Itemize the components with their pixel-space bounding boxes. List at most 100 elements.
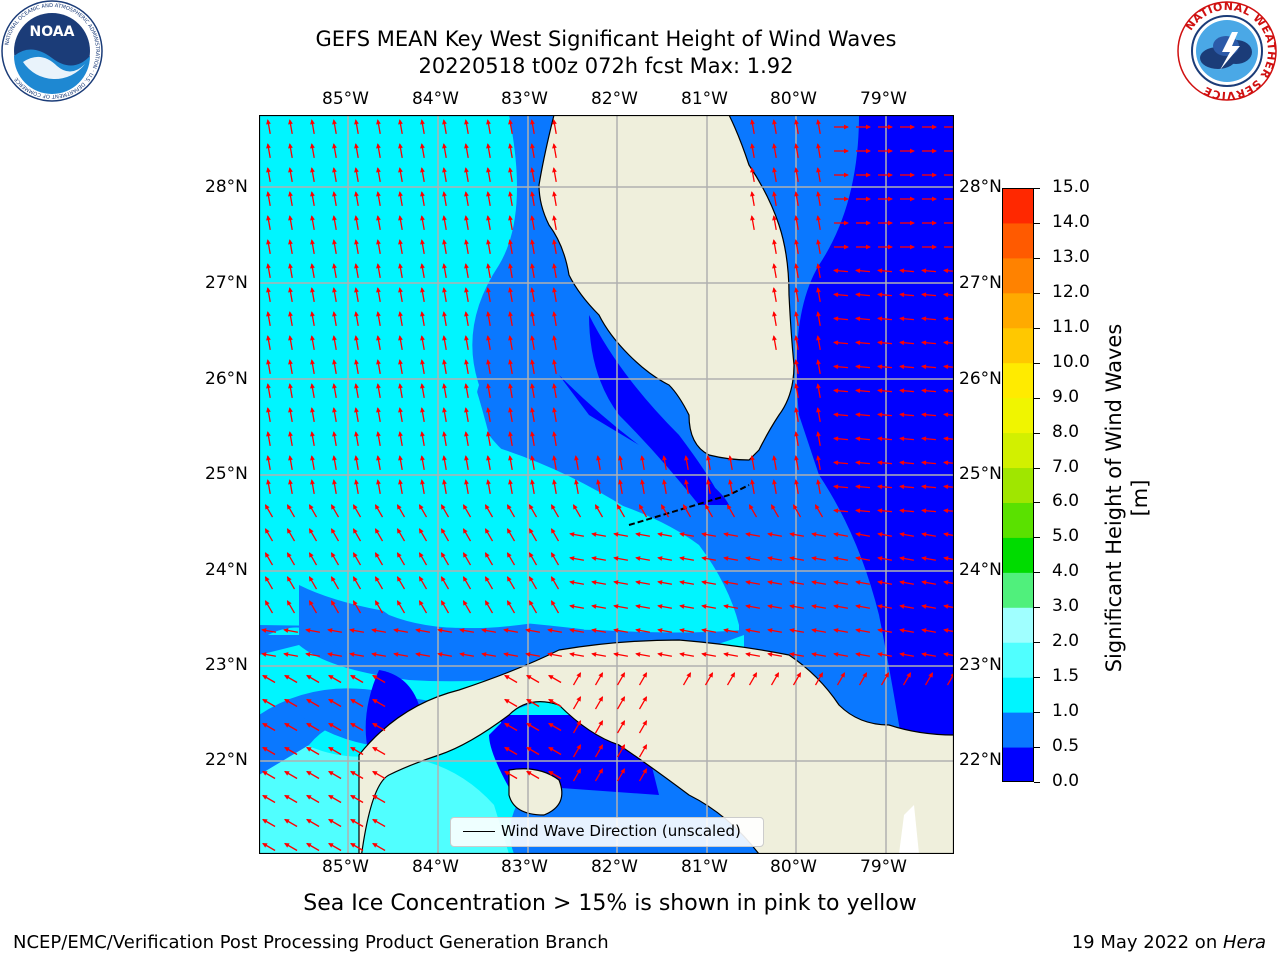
wave-direction-arrow	[657, 556, 673, 561]
wave-direction-arrow	[481, 628, 497, 633]
wave-direction-arrow	[332, 287, 337, 303]
wave-direction-arrow	[396, 504, 406, 518]
wave-direction-arrow	[944, 174, 954, 176]
wave-direction-arrow	[286, 600, 296, 614]
lon-label-bottom: 85°W	[322, 857, 369, 877]
wave-direction-arrow	[726, 672, 736, 686]
wave-direction-arrow	[924, 672, 934, 686]
colorbar-tick-label: 13.0	[1052, 246, 1090, 267]
wave-direction-arrow	[552, 191, 557, 207]
wave-direction-arrow	[855, 412, 871, 418]
colorbar-segment	[1002, 712, 1034, 748]
wave-direction-arrow	[374, 552, 384, 566]
lat-label-right: 23°N	[959, 655, 1002, 675]
wave-direction-arrow	[486, 335, 491, 351]
wave-direction-arrow	[552, 263, 557, 279]
wave-direction-arrow	[594, 504, 604, 518]
wave-direction-arrow	[943, 268, 954, 274]
wave-direction-arrow	[459, 628, 475, 633]
wave-direction-arrow	[594, 768, 604, 782]
wave-direction-arrow	[376, 311, 381, 327]
wave-direction-arrow	[547, 652, 563, 657]
wave-direction-arrow	[552, 215, 557, 231]
wave-band-1.5-2.0	[259, 715, 509, 854]
wave-direction-arrow	[266, 287, 271, 303]
wave-direction-arrow	[855, 604, 871, 609]
wave-direction-arrow	[354, 143, 359, 159]
wave-direction-arrow	[398, 215, 403, 231]
wave-direction-arrow	[944, 150, 954, 152]
wave-direction-arrow	[943, 292, 954, 298]
wave-direction-arrow	[682, 672, 692, 686]
wave-direction-arrow	[657, 580, 673, 585]
wave-direction-arrow	[855, 556, 871, 561]
wave-direction-arrow	[770, 672, 780, 686]
wave-direction-arrow	[877, 556, 893, 561]
wave-direction-arrow	[723, 628, 739, 633]
wave-direction-arrow	[371, 628, 387, 633]
colorbar	[1002, 188, 1034, 782]
wave-direction-arrow	[855, 532, 871, 537]
lat-label-right: 26°N	[959, 369, 1002, 389]
wave-direction-arrow	[332, 167, 337, 183]
wave-direction-arrow	[442, 479, 447, 495]
wave-direction-arrow	[662, 479, 667, 495]
wave-direction-arrow	[750, 143, 755, 159]
wave-direction-arrow	[833, 388, 849, 394]
wave-direction-arrow	[767, 628, 783, 633]
wave-direction-arrow	[811, 532, 827, 537]
wave-direction-arrow	[530, 311, 535, 327]
wave-direction-arrow	[794, 191, 799, 207]
colorbar-segment	[1002, 292, 1034, 329]
wave-direction-arrow	[616, 768, 626, 782]
wave-direction-arrow	[508, 215, 513, 231]
wave-direction-arrow	[374, 504, 384, 518]
wave-direction-arrow	[526, 722, 540, 732]
wave-direction-arrow	[288, 479, 293, 495]
wave-direction-arrow	[398, 287, 403, 303]
wave-direction-arrow	[484, 528, 494, 542]
wave-direction-arrow	[794, 311, 799, 327]
wave-direction-arrow	[638, 672, 648, 686]
wave-direction-arrow	[921, 508, 937, 514]
colorbar-tick-label: 2.0	[1052, 631, 1080, 652]
florida-land	[538, 115, 795, 461]
wave-direction-arrow	[552, 335, 557, 351]
legend-label: Wind Wave Direction (unscaled)	[501, 822, 741, 840]
lat-label-left: 27°N	[205, 273, 248, 293]
wave-direction-arrow	[794, 407, 799, 423]
wave-direction-arrow	[616, 672, 626, 686]
wave-direction-arrow	[420, 431, 425, 447]
wave-direction-arrow	[462, 552, 472, 566]
wave-direction-arrow	[618, 455, 623, 471]
wave-direction-arrow	[569, 556, 585, 561]
wave-direction-arrow	[704, 504, 714, 518]
wave-direction-arrow	[662, 455, 667, 471]
wave-direction-arrow	[508, 263, 513, 279]
colorbar-segment	[1002, 327, 1034, 364]
wave-direction-arrow	[833, 652, 849, 657]
wave-direction-arrow	[794, 431, 799, 447]
wave-direction-arrow	[420, 287, 425, 303]
wave-direction-arrow	[794, 167, 799, 183]
sea-ice-note: Sea Ice Concentration > 15% is shown in …	[303, 891, 917, 916]
wave-direction-arrow	[922, 124, 937, 130]
wave-direction-arrow	[398, 119, 403, 135]
wave-direction-arrow	[594, 672, 604, 686]
wave-direction-arrow	[877, 652, 893, 657]
wave-direction-arrow	[376, 191, 381, 207]
wave-direction-arrow	[464, 359, 469, 375]
wave-direction-arrow	[415, 652, 431, 657]
wave-direction-arrow	[591, 556, 607, 561]
colorbar-tick-label: 6.0	[1052, 491, 1080, 512]
wave-direction-arrow	[772, 335, 777, 351]
wave-direction-arrow	[794, 383, 799, 399]
wave-direction-arrow	[420, 335, 425, 351]
wave-direction-arrow	[816, 239, 821, 255]
wave-direction-arrow	[745, 556, 761, 561]
wave-direction-arrow	[350, 722, 364, 732]
wave-direction-arrow	[834, 196, 849, 202]
wave-direction-arrow	[922, 172, 937, 178]
wave-direction-arrow	[266, 407, 271, 423]
wave-direction-arrow	[266, 191, 271, 207]
